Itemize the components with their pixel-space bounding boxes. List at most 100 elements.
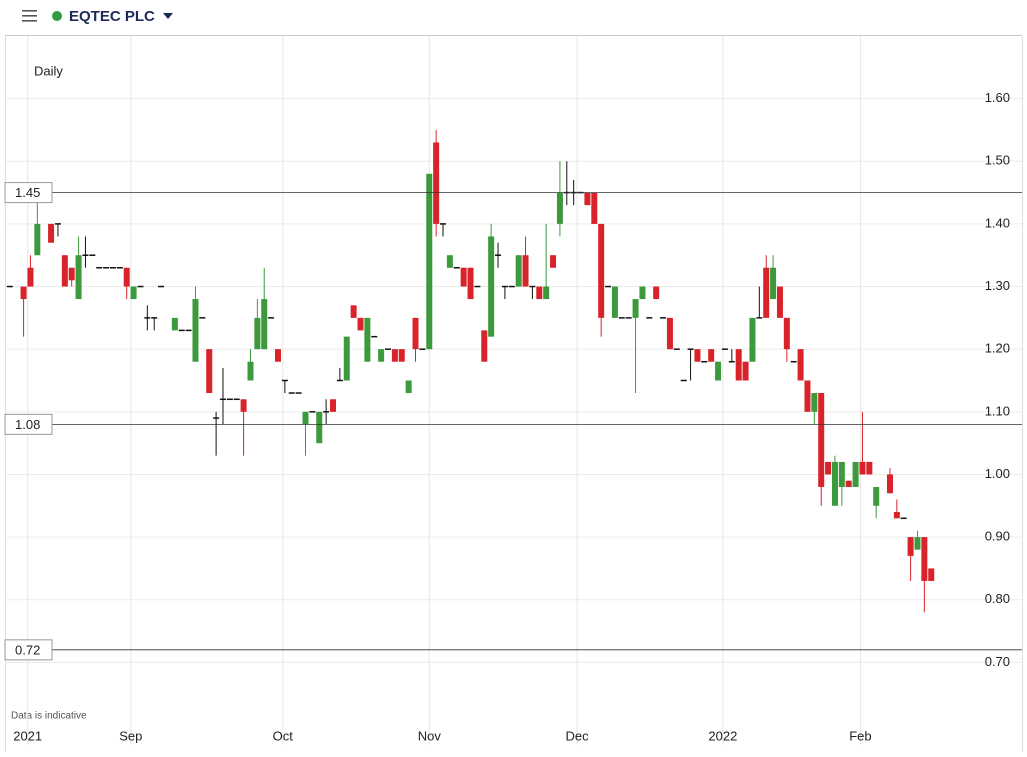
candle-body [316,411,323,444]
status-dot [52,11,62,21]
candle-body [350,305,357,318]
candle-body [550,255,557,268]
candle-body [75,255,82,300]
candle-body [357,317,364,331]
x-tick-label: Nov [418,728,442,743]
candle-body [694,349,701,362]
candle-body [708,349,715,362]
y-tick-label: 1.00 [985,466,1010,481]
y-tick-label: 1.40 [985,215,1010,230]
candle-body [914,537,921,550]
candle-body [398,349,405,362]
x-tick-label: Oct [273,728,294,743]
x-tick-label: Sep [119,728,142,743]
candle-body [831,461,838,506]
candle-body [811,393,818,412]
candle-body [866,461,873,475]
candle-body [240,399,247,412]
candle-body [481,330,488,362]
candle-body [254,317,261,350]
candle-body [591,192,598,224]
candle-body [61,255,68,287]
candle-body [192,299,199,362]
candle-body [584,192,591,206]
candle-body [907,537,914,556]
candle-body [391,349,398,362]
candle-body [515,255,522,287]
candle-body [343,336,350,381]
candle-body [467,267,474,300]
candle-body [632,299,639,318]
candle-body [653,286,660,300]
candle-body [446,255,453,268]
y-tick-label: 1.60 [985,90,1010,105]
candle-body [27,267,34,287]
y-tick-label: 1.20 [985,341,1010,356]
menu-icon[interactable] [22,10,37,22]
candle-body [742,361,749,381]
candle-body [68,267,75,281]
y-tick-label: 1.10 [985,403,1010,418]
candle-body [378,349,385,362]
axes: 0.70 0.80 0.90 1.00 1.10 1.20 1.30 1.40 1.50 1.60… [13,90,1010,743]
candle-body [598,223,605,318]
y-tick-label: 1.50 [985,153,1010,168]
candles [6,129,935,613]
candle-body [873,486,880,506]
candle-body [852,461,859,487]
candle-body [921,537,928,581]
candle-body [797,349,804,381]
candle-body [206,349,213,394]
candle-body [556,192,563,224]
x-tick-label: Feb [849,728,871,743]
x-tick-label: 2021 [13,728,42,743]
candle-body [735,349,742,381]
dropdown-arrow[interactable] [163,13,173,19]
candle-body [364,317,371,362]
candle-body [886,474,893,494]
reference-label-box [4,639,53,661]
y-tick-label: 0.80 [985,591,1010,606]
candle-body [123,267,130,287]
candle-body [261,299,268,350]
y-tick-label: 0.70 [985,654,1010,669]
candle-body [433,142,440,224]
y-tick-label: 1.30 [985,278,1010,293]
candle-body [838,461,845,487]
candle-body [274,349,281,362]
candle-body [715,361,722,381]
reference-label: 1.45 [15,185,40,200]
candle-body [247,361,254,381]
candle-body [460,267,467,287]
reference-label: 1.08 [15,417,40,432]
candle-body [412,317,419,350]
candle-body [845,480,852,487]
candle-body [893,512,900,519]
candle-body [48,223,55,243]
candle-body [20,286,27,300]
candle-body [34,223,41,256]
candle-body [859,461,866,475]
candle-body [928,568,935,581]
candle-body [130,286,137,300]
candle-body [488,236,495,337]
candle-body [543,286,550,300]
candle-body [666,317,673,350]
candle-body [639,286,646,300]
grid [5,36,1022,745]
footnote: Data is indicative [11,711,87,722]
candle-body [426,173,433,350]
candle-body [749,317,756,362]
candle-body [536,286,543,300]
instrument-name[interactable]: EQTEC PLC [69,8,155,25]
reference-label: 0.72 [15,642,40,657]
x-tick-label: Dec [566,728,590,743]
candle-body [783,317,790,350]
candle-body [302,411,309,425]
candle-body [405,380,412,394]
candle-body [776,286,783,318]
reference-label-box [4,182,53,204]
reference-label-box [4,413,53,435]
